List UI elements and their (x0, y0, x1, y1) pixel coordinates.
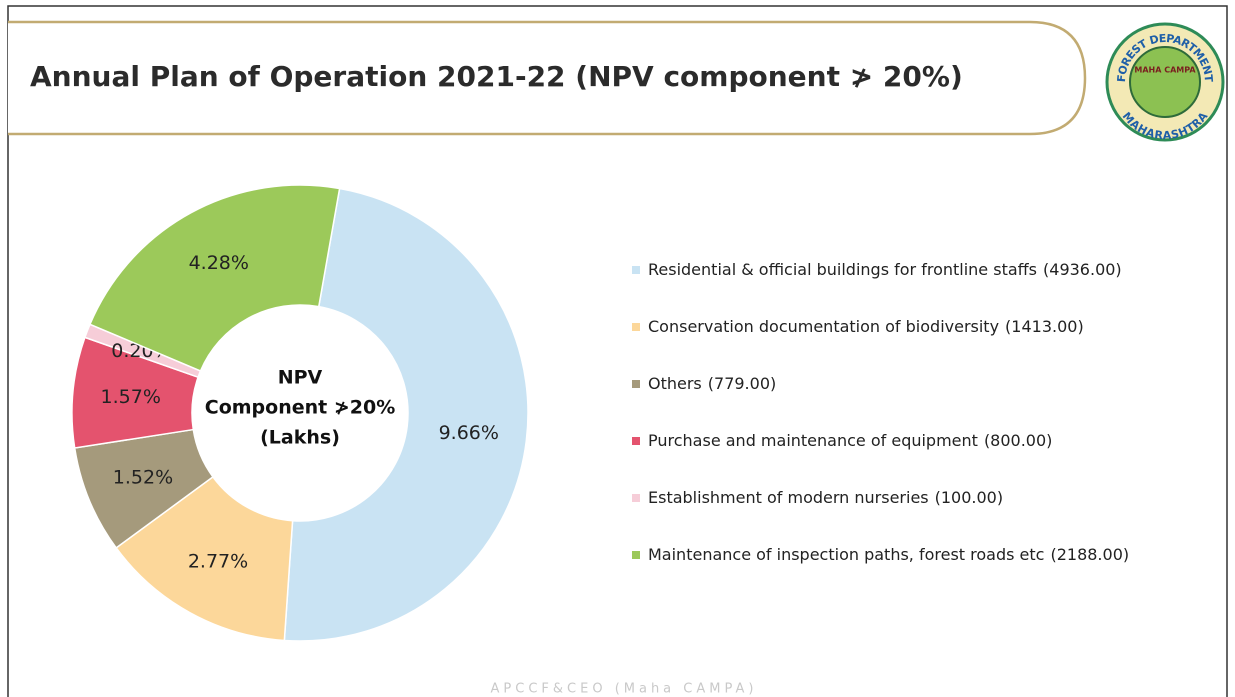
legend-marker (632, 494, 640, 502)
center-label: Component ≯20% (205, 397, 395, 419)
slice-label: 1.57% (101, 386, 161, 408)
donut-slice (88, 184, 341, 372)
legend-entry: Maintenance of inspection paths, forest … (648, 545, 1129, 564)
legend-name: Purchase and maintenance of equipment (648, 431, 978, 450)
legend-entry: Establishment of modern nurseries (100.00… (648, 488, 1003, 507)
slice-label: 1.52% (113, 467, 173, 489)
slice-label: 2.77% (188, 550, 248, 572)
donut-chart: 9.66%2.77%1.52%1.57%0.20%4.28%NPVCompone… (71, 184, 1129, 642)
legend-marker (632, 323, 640, 331)
legend-marker (632, 551, 640, 559)
legend-name: Maintenance of inspection paths, forest … (648, 545, 1044, 564)
slice-label: 9.66% (439, 422, 499, 444)
legend-name: Establishment of modern nurseries (648, 488, 929, 507)
legend-entry: Others (779.00) (648, 374, 776, 393)
donut-slice (283, 187, 529, 642)
center-label: NPV (278, 367, 323, 389)
footer: APCCF&CEO (Maha CAMPA) (491, 682, 758, 697)
donut-slice (115, 475, 294, 642)
legend-entry: Residential & official buildings for fro… (648, 260, 1122, 279)
chart-title: Annual Plan of Operation 2021-22 (NPV co… (30, 60, 963, 93)
legend-name: Residential & official buildings for fro… (648, 260, 1037, 279)
legend-entry: Purchase and maintenance of equipment (80… (648, 431, 1052, 450)
legend-marker (632, 266, 640, 274)
legend-value: (800.00) (984, 431, 1052, 450)
legend-value: (100.00) (935, 488, 1003, 507)
center-label: (Lakhs) (260, 427, 340, 449)
logo-emblem (1129, 46, 1201, 118)
slice-label: 4.28% (189, 252, 249, 274)
logo-center-text: MAHA CAMPA (1134, 66, 1196, 75)
title-banner (8, 20, 1087, 136)
legend-marker (632, 380, 640, 388)
legend-entry: Conservation documentation of biodiversi… (648, 317, 1084, 336)
legend-marker (632, 437, 640, 445)
legend-value: (779.00) (708, 374, 776, 393)
legend-value: (4936.00) (1043, 260, 1122, 279)
legend-value: (1413.00) (1005, 317, 1084, 336)
legend-name: Conservation documentation of biodiversi… (648, 317, 999, 336)
logo: FOREST DEPARTMENT MAHARASHTRA MAHA CAMPA (1105, 22, 1225, 142)
legend-value: (2188.00) (1050, 545, 1129, 564)
legend-name: Others (648, 374, 702, 393)
